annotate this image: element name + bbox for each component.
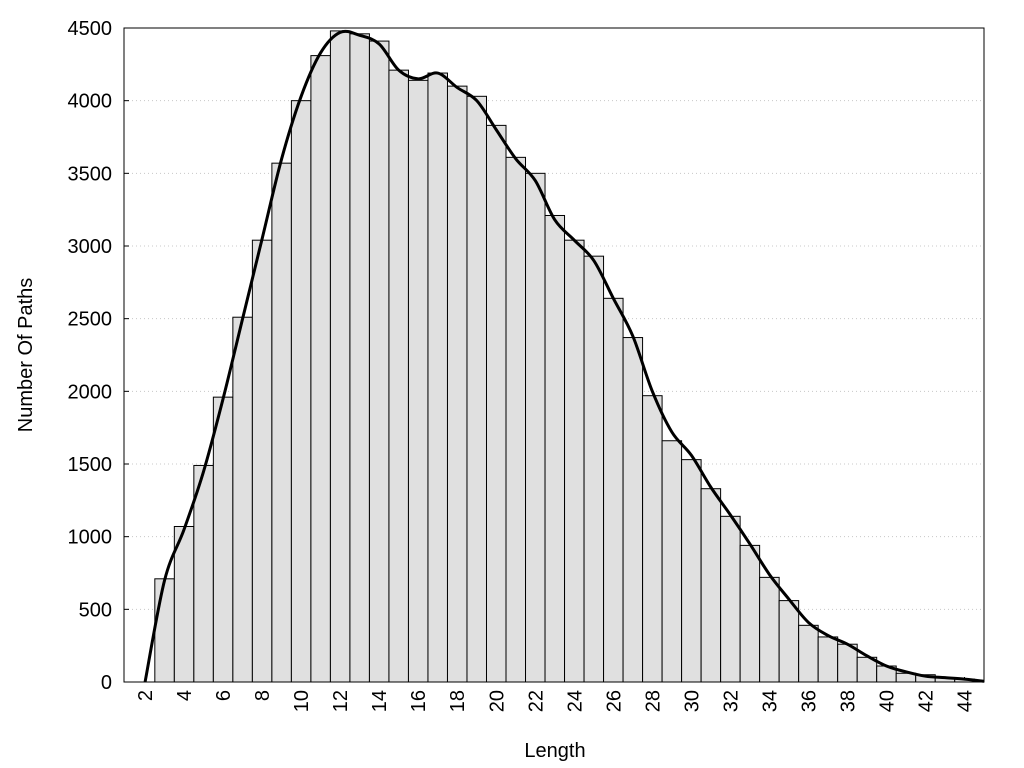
bar: [368, 40, 390, 683]
bar: [564, 239, 585, 683]
x-tick-label: 24: [564, 690, 586, 712]
bar: [407, 79, 429, 683]
bar: [212, 396, 234, 683]
x-tick-label: 10: [291, 690, 313, 712]
y-tick-label: 500: [79, 599, 112, 621]
x-tick-label: 2: [135, 690, 157, 701]
bar: [349, 33, 370, 683]
bar: [739, 544, 761, 683]
bar: [681, 459, 702, 683]
bar: [154, 578, 175, 683]
bar: [485, 124, 507, 683]
bar: [271, 162, 292, 683]
x-axis-label: Length: [524, 740, 585, 762]
y-tick-label: 3500: [68, 163, 113, 185]
x-tick-label: 34: [759, 690, 781, 712]
y-tick-label: 2500: [68, 309, 113, 331]
x-tick-label: 22: [525, 690, 547, 712]
y-tick-label: 2000: [68, 381, 113, 403]
y-tick-label: 4000: [68, 91, 113, 113]
bar: [310, 55, 331, 683]
bar: [290, 100, 312, 683]
y-axis-label: Number Of Paths: [15, 278, 37, 433]
bar: [603, 297, 624, 683]
bar: [525, 172, 546, 683]
x-tick-label: 36: [798, 690, 820, 712]
bar: [193, 464, 214, 683]
bar: [720, 515, 741, 683]
bar: [778, 600, 800, 683]
bar: [329, 30, 351, 683]
bar: [251, 239, 273, 683]
x-tick-label: 16: [408, 690, 430, 712]
y-tick-label: 4500: [68, 18, 113, 40]
bar: [388, 69, 409, 683]
bar: [446, 85, 468, 683]
bar: [700, 488, 722, 683]
y-tick-label: 0: [101, 672, 112, 694]
x-tick-label: 26: [603, 690, 625, 712]
x-tick-label: 4: [174, 690, 196, 701]
x-tick-label: 40: [876, 690, 898, 712]
x-tick-label: 6: [213, 690, 235, 701]
x-tick-label: 12: [330, 690, 352, 712]
bar: [798, 624, 819, 683]
x-tick-label: 42: [915, 690, 937, 712]
x-tick-label: 44: [954, 690, 976, 712]
bar: [817, 636, 839, 683]
bar: [759, 576, 780, 683]
x-tick-label: 20: [486, 690, 508, 712]
x-tick-label: 30: [681, 690, 703, 712]
bar: [642, 395, 663, 683]
x-tick-label: 18: [447, 690, 469, 712]
y-tick-label: 1500: [68, 454, 113, 476]
x-tick-label: 14: [369, 690, 391, 712]
density-line: [143, 29, 985, 683]
y-tick-label: 1000: [68, 527, 113, 549]
bar: [232, 316, 253, 683]
bar: [544, 214, 566, 683]
bar: [661, 440, 683, 683]
x-tick-label: 28: [642, 690, 664, 712]
x-tick-label: 8: [252, 690, 274, 701]
bar: [622, 337, 644, 683]
x-tick-label: 32: [720, 690, 742, 712]
bar: [173, 525, 195, 683]
plot-frame: [123, 27, 985, 683]
bar: [427, 72, 448, 683]
y-tick-label: 3000: [68, 236, 113, 258]
bar: [505, 156, 527, 683]
bar: [583, 255, 605, 683]
x-tick-label: 38: [837, 690, 859, 712]
bar: [466, 95, 487, 683]
